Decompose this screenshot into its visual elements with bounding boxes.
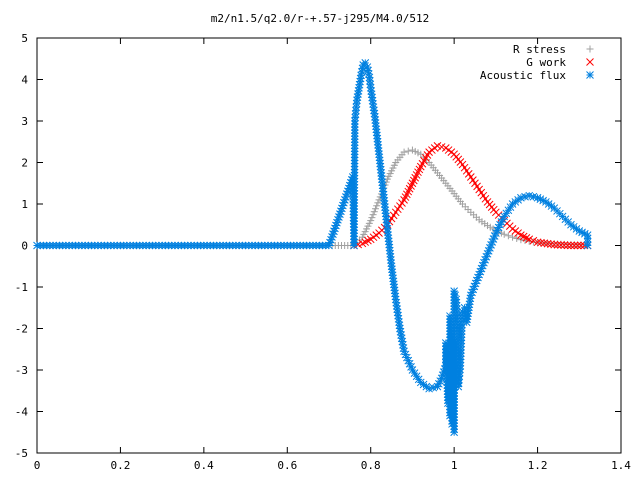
data-point (504, 206, 513, 215)
data-point (400, 148, 408, 156)
y-tick-label: 4 (21, 74, 28, 87)
x-tick-label: 1.4 (611, 459, 631, 472)
y-tick-label: 2 (21, 157, 28, 170)
y-tick-label: 0 (21, 240, 28, 253)
x-tick-label: 0.4 (194, 459, 214, 472)
data-point (529, 238, 537, 246)
x-tick-label: 0.6 (277, 459, 297, 472)
y-tick-label: 3 (21, 115, 28, 128)
x-tick-label: 0.8 (361, 459, 381, 472)
data-point (573, 241, 582, 250)
data-point (371, 205, 379, 213)
x-tick-label: 0 (34, 459, 41, 472)
data-point (540, 239, 549, 248)
data-point (563, 241, 572, 250)
data-point (404, 147, 412, 155)
data-point (547, 240, 555, 249)
data-point (367, 217, 375, 225)
data-point (368, 214, 376, 222)
chart-title: m2/n1.5/q2.0/r-+.57-j295/M4.0/512 (211, 12, 430, 25)
data-point (513, 234, 521, 242)
data-point (504, 232, 512, 240)
y-tick-label: -1 (15, 281, 28, 294)
y-tick-label: -2 (15, 323, 28, 336)
y-tick-label: -5 (15, 447, 28, 460)
data-point (583, 241, 592, 250)
data-point (500, 230, 508, 238)
legend-label: Acoustic flux (480, 69, 566, 82)
data-point (560, 241, 569, 250)
legend-marker (586, 58, 594, 66)
data-point (537, 238, 545, 247)
data-point (567, 241, 575, 250)
data-point (577, 241, 585, 250)
data-point (429, 383, 438, 392)
x-tick-label: 1.2 (528, 459, 548, 472)
y-tick-label: 1 (21, 198, 28, 211)
data-point (509, 233, 517, 241)
data-point (553, 240, 562, 249)
axis-ticks: 0 0.2 0.4 0.6 0.8 1 1.2 1.4 -5 -4 -3 -2 -1 0 1 2 3 4 5 (15, 32, 632, 472)
legend-marker (586, 71, 594, 79)
y-tick-label: -4 (15, 406, 29, 419)
x-tick-label: 0.2 (110, 459, 130, 472)
data-point (525, 235, 534, 244)
data-point (370, 208, 378, 216)
y-tick-label: 5 (21, 32, 28, 45)
data-point (550, 240, 559, 249)
data-marks (33, 59, 592, 437)
x-tick-label: 1 (451, 459, 458, 472)
data-point (533, 238, 542, 247)
data-point (557, 241, 565, 249)
legend-marker (586, 45, 594, 53)
data-point (543, 239, 552, 248)
legend-label: R stress (513, 43, 566, 56)
data-point (373, 202, 381, 210)
data-point (374, 199, 382, 207)
y-tick-label: -3 (15, 364, 28, 377)
data-point (570, 241, 579, 250)
data-point (529, 236, 538, 245)
data-point (369, 211, 377, 219)
legend-label: G work (526, 56, 566, 69)
